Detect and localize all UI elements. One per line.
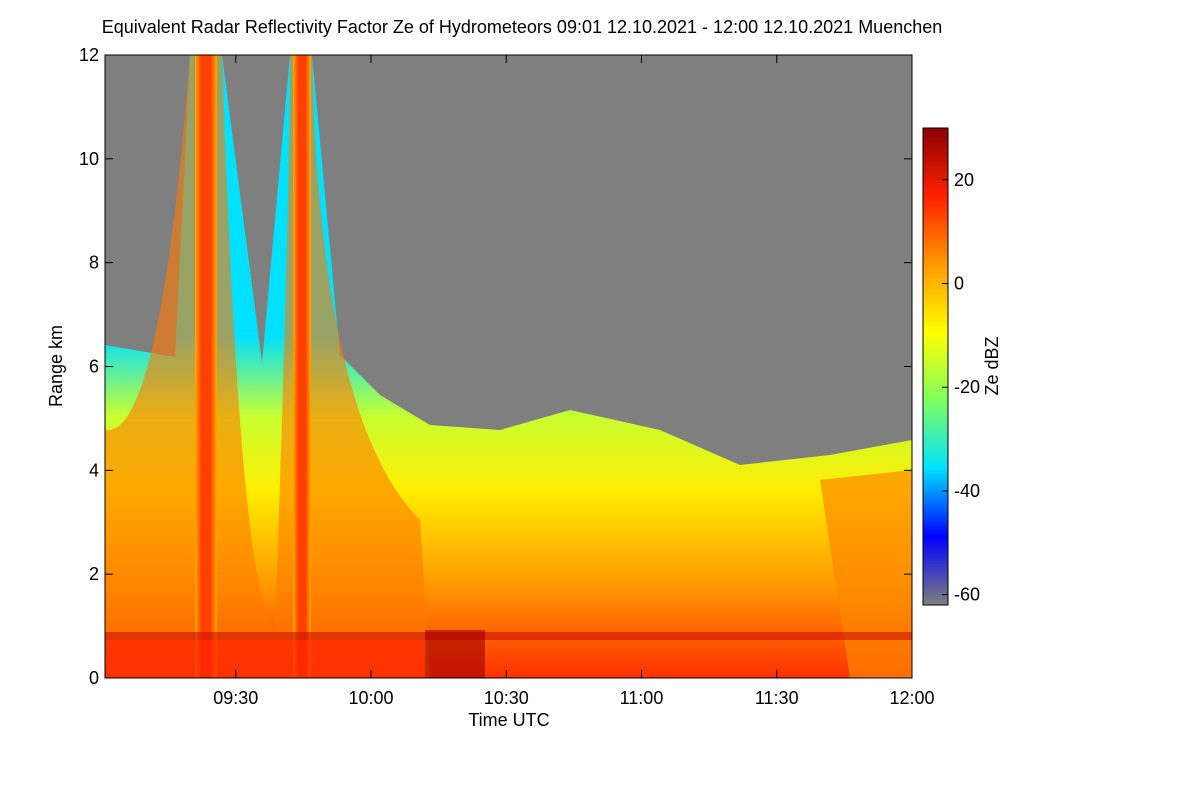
x-tick-label: 09:30 — [213, 688, 258, 708]
x-tick-label: 10:30 — [484, 688, 529, 708]
y-axis-label: Range km — [46, 325, 66, 407]
colorbar-label: Ze dBZ — [982, 336, 1002, 395]
y-tick-label: 8 — [89, 253, 99, 273]
y-tick-label: 2 — [89, 564, 99, 584]
y-tick-label: 10 — [79, 149, 99, 169]
y-tick-label: 6 — [89, 357, 99, 377]
x-tick-label: 11:30 — [755, 688, 799, 708]
y-tick-label: 4 — [89, 460, 99, 480]
y-tick-label: 0 — [89, 668, 99, 688]
colorbar-tick-label: -20 — [954, 377, 980, 397]
y-tick-label: 12 — [79, 45, 99, 65]
field — [105, 55, 912, 678]
colorbar-tick-label: -40 — [954, 481, 980, 501]
x-tick-label: 11:00 — [620, 688, 664, 708]
colorbar-tick-label: 0 — [954, 274, 964, 294]
x-axis-label: Time UTC — [468, 710, 549, 730]
chart-title: Equivalent Radar Reflectivity Factor Ze … — [102, 17, 943, 37]
x-tick-label: 12:00 — [889, 688, 934, 708]
colorbar-tick-label: 20 — [954, 170, 974, 190]
colorbar-tick-label: -60 — [954, 585, 980, 605]
x-tick-label: 10:00 — [348, 688, 393, 708]
colorbar — [922, 127, 949, 606]
